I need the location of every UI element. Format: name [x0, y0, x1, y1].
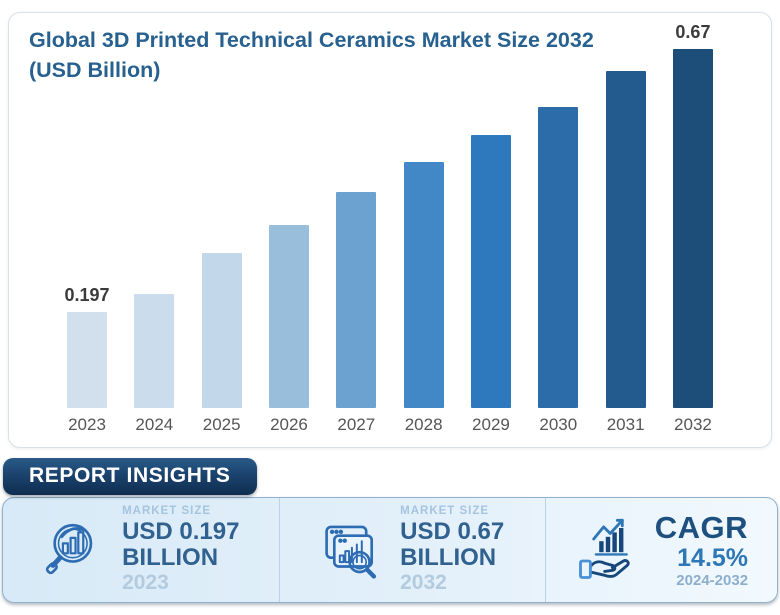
market-size-2023-unit: BILLION	[122, 544, 219, 572]
bar-2028	[403, 162, 444, 408]
chart-title: Global 3D Printed Technical Ceramics Mar…	[29, 28, 594, 82]
x-tick-2027: 2027	[337, 415, 376, 434]
bar-column-2032: 0.67 2032	[672, 22, 713, 435]
bar-2023	[67, 312, 107, 408]
bar-column-2026: 2026	[268, 198, 309, 435]
market-size-2032-text: MARKET SIZE USD 0.67 BILLION 2032	[400, 505, 504, 595]
market-size-kicker: MARKET SIZE	[122, 505, 212, 518]
cagr-title: CAGR	[654, 509, 749, 545]
bar-2027	[336, 192, 377, 408]
hand-growth-chart-icon	[578, 518, 630, 579]
bar-value-label-2032: 0.67	[675, 22, 711, 42]
x-tick-2026: 2026	[270, 415, 308, 434]
cagr-value: 14.5%	[677, 544, 749, 573]
market-size-2032-unit: BILLION	[400, 544, 497, 572]
bar-column-2028: 2028	[403, 135, 444, 435]
report-insights-row: MARKET SIZE USD 0.197 BILLION 2023	[2, 497, 778, 603]
bar-value-label-2023: 0.197	[64, 285, 110, 305]
bar-2025	[201, 253, 242, 408]
market-size-2032-panel: MARKET SIZE USD 0.67 BILLION 2032	[278, 498, 545, 602]
bar-column-2030: 2030	[538, 80, 579, 435]
market-size-2032-year: 2032	[400, 571, 447, 595]
x-tick-2028: 2028	[404, 415, 443, 434]
bar-2030	[538, 107, 579, 408]
bar-2032	[672, 49, 713, 408]
cagr-text: CAGR 14.5% 2024-2032	[654, 509, 749, 590]
x-tick-2023: 2023	[68, 415, 106, 434]
cagr-period: 2024-2032	[676, 572, 749, 590]
market-size-chart-card: Global 3D Printed Technical Ceramics Mar…	[8, 12, 772, 448]
x-tick-2029: 2029	[472, 415, 510, 434]
market-size-2032-value: USD 0.67	[400, 518, 505, 546]
x-tick-2030: 2030	[539, 415, 578, 434]
bar-column-2029: 2029	[470, 108, 511, 435]
market-size-2023-text: MARKET SIZE USD 0.197 BILLION 2023	[122, 505, 239, 595]
windows-chart-search-icon	[325, 525, 377, 579]
market-size-2023-year: 2023	[122, 571, 169, 595]
bar-column-2027: 2027	[336, 165, 377, 435]
market-size-2023-panel: MARKET SIZE USD 0.197 BILLION 2023	[3, 498, 279, 602]
bar-2024	[134, 294, 175, 408]
bar-column-2031: 2031	[605, 44, 646, 435]
bar-column-2025: 2025	[201, 226, 242, 435]
x-tick-2031: 2031	[606, 415, 645, 434]
x-tick-2032: 2032	[674, 415, 712, 434]
bar-2026	[268, 225, 309, 408]
cagr-panel: CAGR 14.5% 2024-2032	[544, 498, 777, 602]
bar-2029	[470, 135, 511, 408]
report-insights-banner: REPORT INSIGHTS	[3, 458, 257, 495]
bar-column-2024: 2024	[134, 267, 175, 435]
bar-column-2023: 0.197 2023	[64, 285, 110, 435]
bar-chart: 0.197 2023 2024 2025 2026 2027 2028 2029 2030 203…	[9, 22, 771, 435]
magnifier-bar-chart-icon	[45, 523, 93, 575]
x-tick-2025: 2025	[202, 415, 241, 434]
bar-2031	[605, 71, 646, 408]
x-tick-2024: 2024	[135, 415, 174, 434]
market-size-kicker: MARKET SIZE	[400, 505, 490, 518]
market-size-2023-value: USD 0.197	[122, 518, 240, 546]
